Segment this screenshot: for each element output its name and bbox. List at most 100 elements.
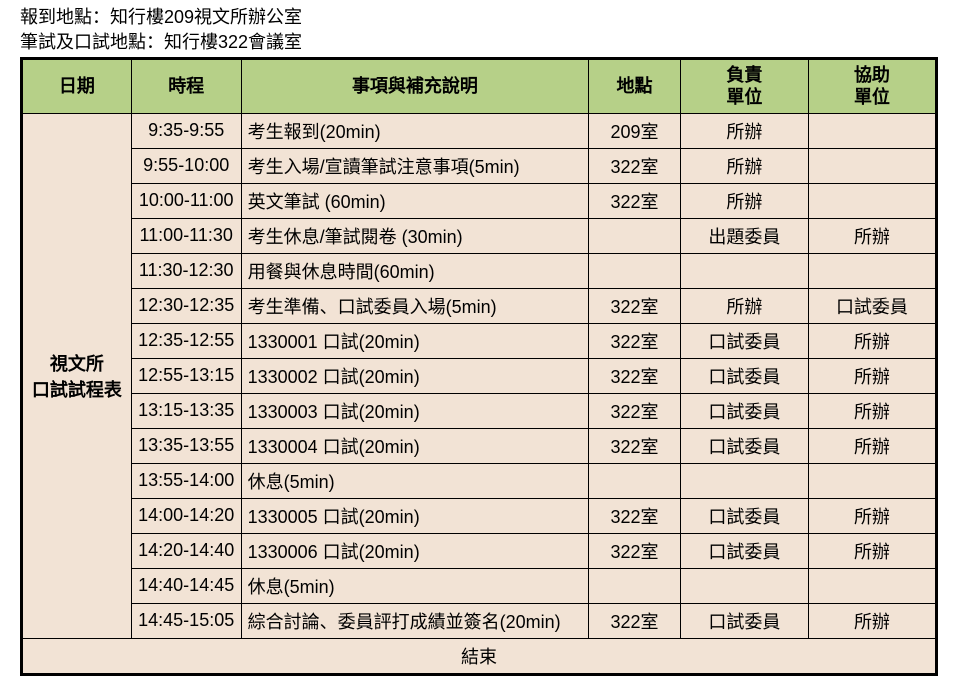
- table-row: 14:45-15:05綜合討論、委員評打成績並簽名(20min)322室口試委員…: [22, 603, 937, 638]
- date-label-2: 口試試程表: [29, 376, 125, 402]
- th-help-l2: 單位: [854, 87, 890, 107]
- help-cell: 所辦: [808, 498, 936, 533]
- loc-cell: [589, 218, 681, 253]
- help-cell: [808, 148, 936, 183]
- table-row: 12:30-12:35考生準備、口試委員入場(5min)322室所辦口試委員: [22, 288, 937, 323]
- table-row: 9:55-10:00考生入場/宣讀筆試注意事項(5min)322室所辦: [22, 148, 937, 183]
- resp-cell: 口試委員: [680, 358, 808, 393]
- resp-cell: [680, 568, 808, 603]
- desc-cell: 考生休息/筆試閱卷 (30min): [241, 218, 589, 253]
- loc-cell: 322室: [589, 498, 681, 533]
- table-row: 14:00-14:201330005 口試(20min)322室口試委員所辦: [22, 498, 937, 533]
- resp-cell: [680, 463, 808, 498]
- loc-cell: 322室: [589, 393, 681, 428]
- end-cell: 結束: [22, 638, 937, 674]
- top-line-2: 筆試及口試地點：知行樓322會議室: [20, 31, 938, 56]
- resp-cell: 出題委員: [680, 218, 808, 253]
- loc-cell: 322室: [589, 323, 681, 358]
- help-cell: 所辦: [808, 393, 936, 428]
- time-cell: 13:55-14:00: [131, 463, 241, 498]
- help-cell: 所辦: [808, 603, 936, 638]
- desc-cell: 休息(5min): [241, 568, 589, 603]
- table-row: 14:40-14:45休息(5min): [22, 568, 937, 603]
- resp-cell: 口試委員: [680, 428, 808, 463]
- help-cell: 所辦: [808, 218, 936, 253]
- desc-cell: 英文筆試 (60min): [241, 183, 589, 218]
- table-row: 13:15-13:351330003 口試(20min)322室口試委員所辦: [22, 393, 937, 428]
- desc-cell: 1330005 口試(20min): [241, 498, 589, 533]
- th-help: 協助 單位: [808, 58, 936, 113]
- resp-cell: [680, 253, 808, 288]
- desc-cell: 1330002 口試(20min): [241, 358, 589, 393]
- table-row: 12:35-12:551330001 口試(20min)322室口試委員所辦: [22, 323, 937, 358]
- desc-cell: 考生入場/宣讀筆試注意事項(5min): [241, 148, 589, 183]
- help-cell: [808, 183, 936, 218]
- help-cell: 口試委員: [808, 288, 936, 323]
- table-row: 13:55-14:00休息(5min): [22, 463, 937, 498]
- date-label-1: 視文所: [29, 350, 125, 376]
- desc-cell: 1330004 口試(20min): [241, 428, 589, 463]
- loc-cell: 322室: [589, 358, 681, 393]
- time-cell: 11:30-12:30: [131, 253, 241, 288]
- table-row: 視文所口試試程表9:35-9:55考生報到(20min)209室所辦: [22, 113, 937, 148]
- time-cell: 14:40-14:45: [131, 568, 241, 603]
- resp-cell: 所辦: [680, 148, 808, 183]
- time-cell: 14:00-14:20: [131, 498, 241, 533]
- desc-cell: 1330003 口試(20min): [241, 393, 589, 428]
- th-resp-l2: 單位: [726, 87, 762, 107]
- resp-cell: 所辦: [680, 113, 808, 148]
- help-cell: [808, 253, 936, 288]
- schedule-table: 日期 時程 事項與補充說明 地點 負責 單位 協助 單位 視文所口試試程表9:3…: [20, 57, 938, 676]
- desc-cell: 用餐與休息時間(60min): [241, 253, 589, 288]
- help-cell: [808, 113, 936, 148]
- loc-cell: 322室: [589, 148, 681, 183]
- loc-cell: 322室: [589, 288, 681, 323]
- loc-cell: 322室: [589, 183, 681, 218]
- desc-cell: 休息(5min): [241, 463, 589, 498]
- table-row: 12:55-13:151330002 口試(20min)322室口試委員所辦: [22, 358, 937, 393]
- resp-cell: 口試委員: [680, 603, 808, 638]
- desc-cell: 考生準備、口試委員入場(5min): [241, 288, 589, 323]
- resp-cell: 口試委員: [680, 533, 808, 568]
- date-cell: 視文所口試試程表: [22, 113, 132, 638]
- th-loc: 地點: [589, 58, 681, 113]
- end-row: 結束: [22, 638, 937, 674]
- loc-cell: [589, 253, 681, 288]
- help-cell: [808, 568, 936, 603]
- time-cell: 9:35-9:55: [131, 113, 241, 148]
- th-desc: 事項與補充說明: [241, 58, 589, 113]
- resp-cell: 所辦: [680, 183, 808, 218]
- loc-cell: 322室: [589, 533, 681, 568]
- th-help-l1: 協助: [854, 65, 890, 85]
- table-body: 視文所口試試程表9:35-9:55考生報到(20min)209室所辦9:55-1…: [22, 113, 937, 674]
- desc-cell: 1330001 口試(20min): [241, 323, 589, 358]
- header-row: 日期 時程 事項與補充說明 地點 負責 單位 協助 單位: [22, 58, 937, 113]
- loc-cell: 322室: [589, 428, 681, 463]
- time-cell: 12:55-13:15: [131, 358, 241, 393]
- time-cell: 12:30-12:35: [131, 288, 241, 323]
- th-resp: 負責 單位: [680, 58, 808, 113]
- help-cell: 所辦: [808, 428, 936, 463]
- loc-cell: 209室: [589, 113, 681, 148]
- desc-cell: 考生報到(20min): [241, 113, 589, 148]
- table-row: 11:30-12:30用餐與休息時間(60min): [22, 253, 937, 288]
- table-row: 11:00-11:30考生休息/筆試閱卷 (30min) 出題委員所辦: [22, 218, 937, 253]
- resp-cell: 所辦: [680, 288, 808, 323]
- time-cell: 13:35-13:55: [131, 428, 241, 463]
- time-cell: 10:00-11:00: [131, 183, 241, 218]
- desc-cell: 綜合討論、委員評打成績並簽名(20min): [241, 603, 589, 638]
- time-cell: 14:20-14:40: [131, 533, 241, 568]
- help-cell: 所辦: [808, 358, 936, 393]
- loc-cell: [589, 568, 681, 603]
- time-cell: 11:00-11:30: [131, 218, 241, 253]
- th-date: 日期: [22, 58, 132, 113]
- resp-cell: 口試委員: [680, 393, 808, 428]
- loc-cell: 322室: [589, 603, 681, 638]
- table-row: 13:35-13:551330004 口試(20min)322室口試委員所辦: [22, 428, 937, 463]
- table-row: 10:00-11:00英文筆試 (60min)322室所辦: [22, 183, 937, 218]
- time-cell: 14:45-15:05: [131, 603, 241, 638]
- help-cell: 所辦: [808, 533, 936, 568]
- desc-cell: 1330006 口試(20min): [241, 533, 589, 568]
- th-resp-l1: 負責: [726, 65, 762, 85]
- th-time: 時程: [131, 58, 241, 113]
